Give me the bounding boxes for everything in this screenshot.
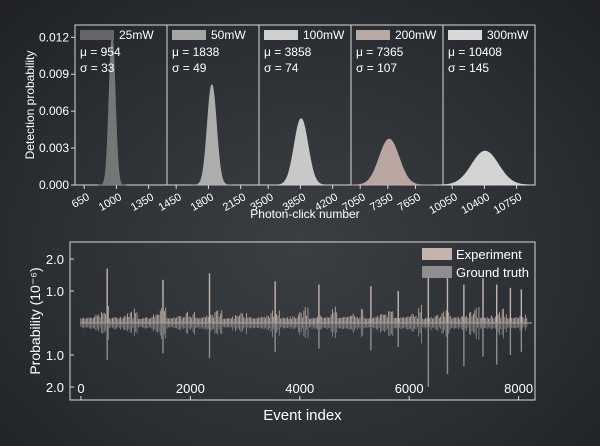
y-tick-label: 0.003 (39, 141, 69, 155)
mu-label: μ = 3858 (264, 45, 312, 59)
legend-label: Ground truth (456, 265, 529, 280)
distribution-area (442, 150, 536, 186)
panel-300mW: 300mW μ = 10408 σ = 145 10050 10400 10750 (427, 25, 536, 217)
event-bars (80, 304, 528, 344)
x-tick-label: 2000 (176, 381, 205, 396)
mu-label: μ = 10408 (448, 45, 502, 59)
sigma-label: σ = 145 (448, 61, 489, 75)
panel-50mW: 50mW μ = 1838 σ = 49 1450 1800 2150 (156, 25, 248, 214)
legend-swatch (448, 30, 482, 40)
panel-25mW: 25mW μ = 954 σ = 33 650 1000 1350 (70, 28, 156, 214)
x-tick-label: 1800 (189, 191, 216, 214)
y-tick-label: 0.009 (39, 67, 69, 81)
legend-label: 300mW (487, 28, 529, 42)
legend-swatch (422, 248, 452, 260)
legend-label: Experiment (456, 247, 522, 262)
x-tick-label: 1450 (156, 191, 183, 214)
distribution-area (350, 138, 434, 186)
sigma-label: σ = 107 (356, 61, 397, 75)
y-tick-label: 1.0 (46, 348, 64, 363)
x-tick-label: 650 (70, 191, 92, 211)
x-tick-label: 1000 (97, 191, 124, 214)
x-tick-label: 10050 (427, 191, 459, 217)
sigma-label: σ = 33 (80, 61, 115, 75)
x-tick-label: 2150 (221, 191, 248, 214)
legend-swatch (356, 30, 390, 40)
x-axis-label: Photon-click number (250, 207, 359, 221)
sigma-label: σ = 74 (264, 61, 299, 75)
mu-label: μ = 7365 (356, 45, 404, 59)
distribution-area (191, 84, 233, 186)
x-tick-label: 6000 (395, 381, 424, 396)
legend-swatch (80, 30, 114, 40)
y-tick-label: 2.0 (46, 380, 64, 395)
x-tick-label: 10400 (459, 191, 491, 217)
x-tick-label: 8000 (504, 381, 533, 396)
y-axis-label: Probability (10⁻⁶) (27, 267, 43, 374)
y-tick-label: 0.006 (39, 104, 69, 118)
y-tick-label: 0.000 (39, 178, 69, 192)
legend-label: 100mW (303, 28, 345, 42)
plot-frame (69, 241, 536, 401)
x-tick-label: 7650 (396, 191, 423, 214)
y-tick-label: 1.0 (46, 284, 64, 299)
sigma-label: σ = 49 (172, 61, 207, 75)
mu-label: μ = 954 (80, 45, 121, 59)
x-axis-label: Event index (263, 407, 342, 424)
legend-swatch (264, 30, 298, 40)
legend-swatch (422, 266, 452, 278)
legend-label: 50mW (211, 28, 246, 42)
y-tick-label: 2.0 (46, 252, 64, 267)
y-tick-label: 0.012 (39, 30, 69, 44)
x-tick-label: 4000 (285, 381, 314, 396)
y-axis-label: Detection probability (23, 51, 37, 160)
distribution-area (270, 118, 332, 186)
legend-label: 25mW (119, 28, 154, 42)
x-tick-label: 7350 (368, 191, 395, 214)
legend-swatch (172, 30, 206, 40)
legend-label: 200mW (395, 28, 437, 42)
x-tick-label: 10750 (492, 191, 524, 217)
x-tick-label: 1350 (129, 191, 156, 214)
mu-label: μ = 1838 (172, 45, 220, 59)
x-tick-label: 0 (77, 381, 84, 396)
